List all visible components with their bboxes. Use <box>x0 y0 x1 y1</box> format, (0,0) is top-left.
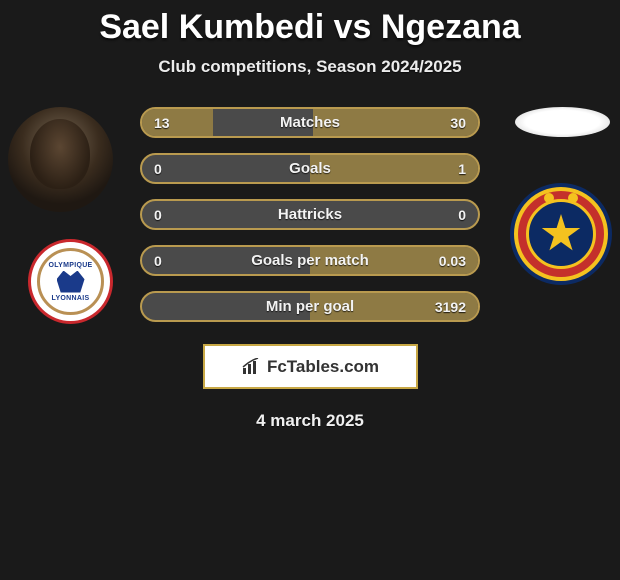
stat-label: Min per goal <box>266 298 354 315</box>
stat-value-left: 13 <box>154 115 170 131</box>
stat-fill-left <box>142 109 213 136</box>
stat-row: 13 Matches 30 <box>140 107 480 138</box>
stat-label: Goals <box>289 160 331 177</box>
brand-box[interactable]: FcTables.com <box>203 344 418 389</box>
barchart-icon <box>241 358 263 376</box>
stat-fill-right <box>310 155 478 182</box>
stat-label: Goals per match <box>251 252 369 269</box>
comparison-panel: OLYMPIQUE LYONNAIS 13 Matches 30 0 Goals… <box>0 107 620 431</box>
date-text: 4 march 2025 <box>0 411 620 431</box>
stat-value-left: 0 <box>154 207 162 223</box>
stat-row: 0 Hattricks 0 <box>140 199 480 230</box>
stat-value-right: 1 <box>458 161 466 177</box>
stat-label: Matches <box>280 114 340 131</box>
player-right-avatar <box>515 107 610 137</box>
subtitle: Club competitions, Season 2024/2025 <box>0 57 620 77</box>
stat-row: Min per goal 3192 <box>140 291 480 322</box>
club-left-badge: OLYMPIQUE LYONNAIS <box>28 239 113 324</box>
stat-value-right: 3192 <box>435 299 466 315</box>
player-left-avatar <box>8 107 113 212</box>
brand-text: FcTables.com <box>267 357 379 377</box>
stat-value-right: 0.03 <box>439 253 466 269</box>
stat-value-right: 0 <box>458 207 466 223</box>
page-title: Sael Kumbedi vs Ngezana <box>0 0 620 47</box>
stat-value-left: 0 <box>154 253 162 269</box>
stats-bars: 13 Matches 30 0 Goals 1 0 Hattricks 0 0 … <box>140 107 480 322</box>
stat-row: 0 Goals 1 <box>140 153 480 184</box>
stat-label: Hattricks <box>278 206 342 223</box>
stat-value-left: 0 <box>154 161 162 177</box>
stat-row: 0 Goals per match 0.03 <box>140 245 480 276</box>
stat-value-right: 30 <box>450 115 466 131</box>
club-right-badge <box>510 183 612 285</box>
